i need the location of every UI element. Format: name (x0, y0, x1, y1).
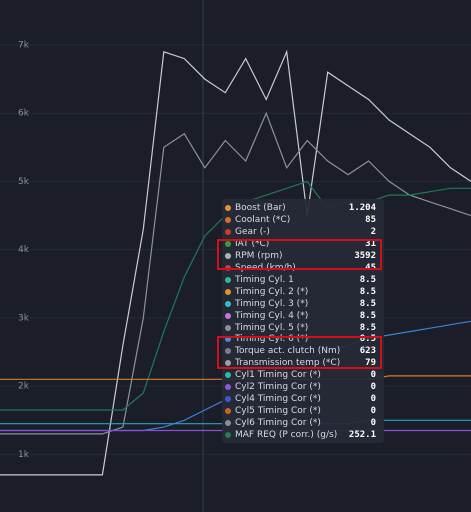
item-label: Timing Cyl. 2 (*) (235, 286, 309, 297)
tooltip-row: Cyl4 Timing Cor (*) 0 (222, 393, 382, 405)
item-value: 0 (370, 394, 376, 405)
item-value: 0 (370, 370, 376, 381)
item-value: 8.5 (359, 286, 376, 297)
tooltip-row: Cyl2 Timing Cor (*) 0 (222, 381, 382, 393)
y-tick-label: 4k (18, 245, 30, 255)
item-label: IAT (*C) (235, 238, 270, 249)
item-label: RPM (rpm) (235, 250, 283, 261)
tooltip-row: Timing Cyl. 4 (*) 8.5 (222, 310, 382, 322)
item-value: 0 (370, 406, 376, 417)
series-line (0, 111, 471, 435)
item-label: Cyl6 Timing Cor (*) (235, 418, 321, 429)
color-dot (225, 420, 231, 427)
tooltip-row: Timing Cyl. 5 (*) 8.5 (222, 322, 382, 334)
color-dot (225, 432, 231, 439)
color-dot (225, 324, 231, 331)
tooltip-row: Timing Cyl. 1 8.5 (222, 274, 382, 286)
tooltip-row: Cyl5 Timing Cor (*) 0 (222, 405, 382, 417)
item-value: 31 (365, 238, 376, 249)
tooltip-row: Transmission temp (*C) 79 (222, 357, 382, 369)
color-dot (225, 288, 231, 295)
tooltip-row: Timing Cyl. 2 (*) 8.5 (222, 286, 382, 298)
item-value: 0 (370, 382, 376, 393)
item-value: 2 (370, 226, 376, 237)
y-tick-label: 1k (18, 450, 30, 460)
item-value: 0 (370, 418, 376, 429)
tooltip-row: Speed (km/h) 45 (222, 262, 382, 274)
item-label: Speed (km/h) (235, 262, 296, 273)
item-value: 45 (365, 262, 376, 273)
item-value: 8.5 (359, 310, 376, 321)
color-dot (225, 348, 231, 355)
color-dot (225, 336, 231, 343)
item-label: Cyl1 Timing Cor (*) (235, 370, 321, 381)
item-label: Timing Cyl. 4 (*) (235, 310, 309, 321)
tooltip-row: Cyl6 Timing Cor (*) 0 (222, 417, 382, 429)
tooltip-row: Timing Cyl. 6 (*) 8.5 (222, 333, 382, 345)
item-label: Cyl2 Timing Cor (*) (235, 382, 321, 393)
color-dot (225, 264, 231, 271)
color-dot (225, 360, 231, 367)
item-label: Timing Cyl. 6 (*) (235, 334, 309, 345)
item-label: MAF REQ (P corr.) (g/s) (235, 430, 338, 441)
color-dot (225, 300, 231, 307)
y-tick-label: 6k (18, 109, 30, 119)
tooltip-row: Gear (-) 2 (222, 226, 382, 238)
y-tick-label: 5k (18, 177, 30, 187)
tooltip-row: RPM (rpm) 3592 (222, 250, 382, 262)
item-label: Boost (Bar) (235, 203, 286, 213)
color-dot (225, 384, 231, 391)
item-value: 252.1 (348, 430, 376, 441)
color-dot (225, 252, 231, 259)
tooltip-row: Boost (Bar) 1.204 (222, 202, 382, 214)
item-label: Cyl4 Timing Cor (*) (235, 394, 321, 405)
item-label: Timing Cyl. 1 (235, 274, 294, 285)
item-value: 8.5 (359, 298, 376, 309)
tooltip-row: Cyl1 Timing Cor (*) 0 (222, 369, 382, 381)
series-line (0, 49, 471, 476)
highlight-box (217, 336, 382, 369)
color-dot (225, 312, 231, 319)
item-label: Cyl5 Timing Cor (*) (235, 406, 321, 417)
tooltip-row: MAF REQ (P corr.) (g/s) 252.1 (222, 429, 382, 441)
item-value: 85 (365, 214, 376, 225)
color-dot (225, 408, 231, 415)
color-dot (225, 228, 231, 235)
tooltip-row: Timing Cyl. 3 (*) 8.5 (222, 298, 382, 310)
item-value: 1.204 (348, 203, 376, 213)
item-value: 79 (365, 358, 376, 369)
y-tick-label: 7k (18, 40, 30, 50)
item-value: 623 (359, 346, 376, 357)
item-label: Transmission temp (*C) (235, 358, 341, 369)
item-value: 8.5 (359, 274, 376, 285)
color-dot (225, 276, 231, 283)
item-label: Torque act. clutch (Nm) (235, 346, 341, 357)
tooltip-row: IAT (*C) 31 (222, 238, 382, 250)
color-dot (225, 240, 231, 247)
highlight-box (217, 239, 382, 270)
color-dot (225, 396, 231, 403)
item-label: Coolant (*C) (235, 214, 291, 225)
item-label: Timing Cyl. 5 (*) (235, 322, 309, 333)
item-label: Timing Cyl. 3 (*) (235, 298, 309, 309)
tooltip-row: Torque act. clutch (Nm) 623 (222, 345, 382, 357)
item-value: 8.5 (359, 322, 376, 333)
y-tick-label: 2k (18, 382, 30, 392)
color-dot (225, 216, 231, 223)
tooltip-row: Coolant (*C) 85 (222, 214, 382, 226)
y-tick-label: 3k (18, 313, 30, 323)
item-label: Gear (-) (235, 226, 270, 237)
color-dot (225, 205, 231, 211)
tooltip: Boost (Bar) 1.204 Coolant (*C) 85 Gear (-) 2 I… (222, 199, 384, 443)
item-value: 8.5 (359, 334, 376, 345)
color-dot (225, 372, 231, 379)
item-value: 3592 (354, 250, 376, 261)
